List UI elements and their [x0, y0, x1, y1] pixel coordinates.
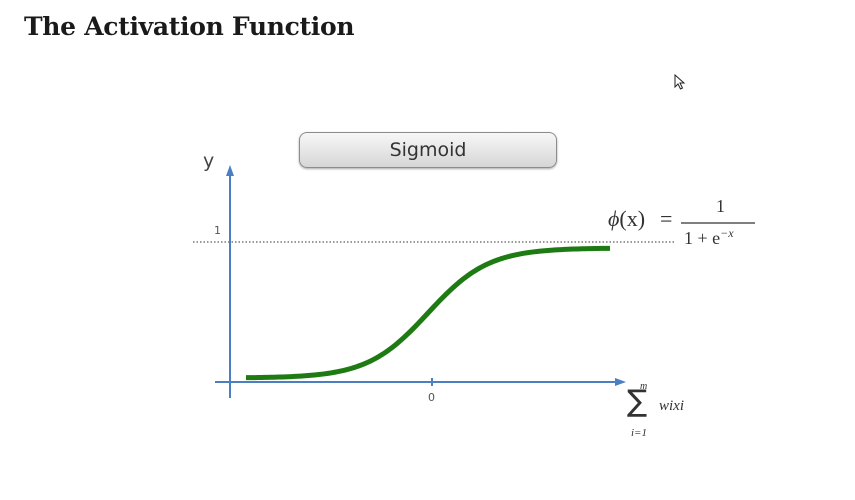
y-axis-arrowhead — [226, 165, 234, 176]
sum-upper-limit: m — [640, 381, 648, 392]
formula-equals: = — [660, 206, 673, 231]
sigmoid-button[interactable]: Sigmoid — [299, 132, 557, 168]
x-axis-arrowhead — [615, 378, 626, 386]
sum-lower-limit: i=1 — [631, 427, 647, 439]
page-title: The Activation Function — [24, 12, 355, 41]
y-axis-label: y — [203, 150, 215, 172]
formula-denominator: 1 + e−x — [684, 226, 734, 249]
x-tick-label-0: 0 — [428, 391, 435, 404]
formula-lhs: ϕ(x) — [608, 206, 645, 232]
y-tick-label-1: 1 — [214, 224, 221, 237]
formula-denominator-base: 1 + e — [684, 228, 721, 248]
sigmoid-button-label: Sigmoid — [389, 139, 467, 161]
phi-symbol: ϕ — [608, 206, 620, 231]
formula-numerator: 1 — [716, 196, 725, 216]
formula-denominator-exponent: −x — [720, 226, 734, 240]
sigmoid-curve-group — [245, 245, 611, 381]
sum-term: wixi — [659, 398, 684, 414]
sigmoid-curve — [245, 245, 611, 381]
phi-argument: (x) — [619, 206, 646, 231]
mouse-pointer-icon — [674, 74, 686, 90]
summation-symbol: ∑ — [627, 384, 648, 419]
